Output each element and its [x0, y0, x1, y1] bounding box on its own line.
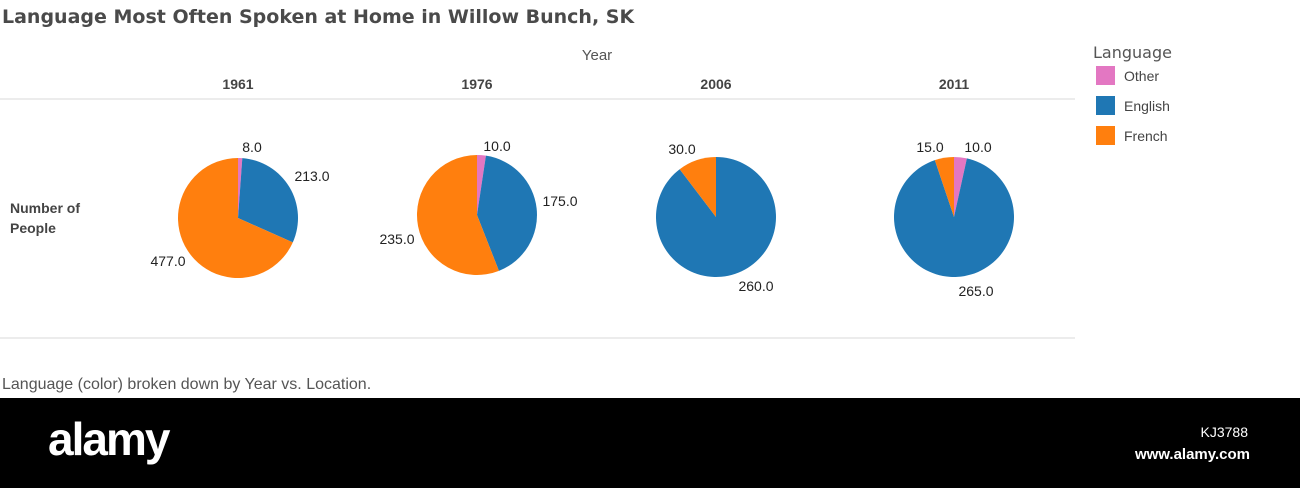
pie-slice-1976-other[interactable]: [477, 155, 486, 215]
legend-label-french[interactable]: French: [1124, 128, 1168, 144]
pie-slice-2006-french[interactable]: [679, 157, 716, 217]
legend-swatch-english[interactable]: [1096, 96, 1115, 115]
legend-label-english[interactable]: English: [1124, 98, 1170, 114]
pies-group: 1961 8.0 213.0 477.0 1976 10.0 175.0 235.0 2006 2…: [150, 76, 1015, 299]
pie-slice-2011-english[interactable]: [894, 158, 1015, 277]
year-label-1976: 1976: [461, 76, 492, 92]
data-label-2011-english: 265.0: [958, 283, 993, 299]
pie-slice-1976-french[interactable]: [416, 155, 499, 275]
pie-slice-2006-english[interactable]: [655, 157, 776, 277]
pie-slice-2011-other[interactable]: [954, 157, 967, 217]
data-label-1976-other: 10.0: [483, 138, 510, 154]
year-label-1961: 1961: [222, 76, 253, 92]
legend-swatch-other[interactable]: [1096, 66, 1115, 85]
image-id: KJ3788: [1200, 424, 1248, 440]
chart-title: Language Most Often Spoken at Home in Wi…: [2, 6, 635, 28]
watermark-bar: [0, 398, 1300, 488]
chart-area: Year Number of People 19618.0213.0477.01…: [0, 43, 1172, 339]
row-label-line-1: Number of: [10, 200, 80, 216]
site-url: www.alamy.com: [1134, 446, 1250, 463]
pie-slice-1961-english[interactable]: [238, 158, 298, 243]
year-label-2006: 2006: [700, 76, 731, 92]
pie-slice-2011-french[interactable]: [934, 157, 954, 217]
data-label-2006-french: 30.0: [668, 141, 695, 157]
data-label-2011-french: 15.0: [916, 139, 943, 155]
pie-slice-1961-french[interactable]: [178, 158, 293, 279]
data-label-2011-other: 10.0: [964, 139, 991, 155]
pie-slice-1961-other[interactable]: [238, 158, 243, 218]
data-label-1976-french: 235.0: [379, 231, 414, 247]
legend-label-other[interactable]: Other: [1124, 68, 1159, 84]
data-label-2006-english: 260.0: [738, 278, 773, 294]
year-label-2011: 2011: [939, 76, 970, 92]
row-label-line-2: People: [10, 220, 56, 236]
data-label-1961-french: 477.0: [150, 253, 185, 269]
pie-slice-1976-english[interactable]: [477, 155, 537, 271]
data-label-1961-english: 213.0: [294, 168, 329, 184]
chart-caption: Language (color) broken down by Year vs.…: [2, 376, 372, 393]
column-header: Year: [582, 47, 612, 64]
legend-title: Language: [1093, 43, 1172, 62]
legend-swatch-french[interactable]: [1096, 126, 1115, 145]
brand-logo: alamy: [48, 413, 170, 465]
data-label-1961-other: 8.0: [242, 139, 262, 155]
data-label-1976-english: 175.0: [542, 193, 577, 209]
legend: Language Other English French: [1093, 43, 1172, 145]
